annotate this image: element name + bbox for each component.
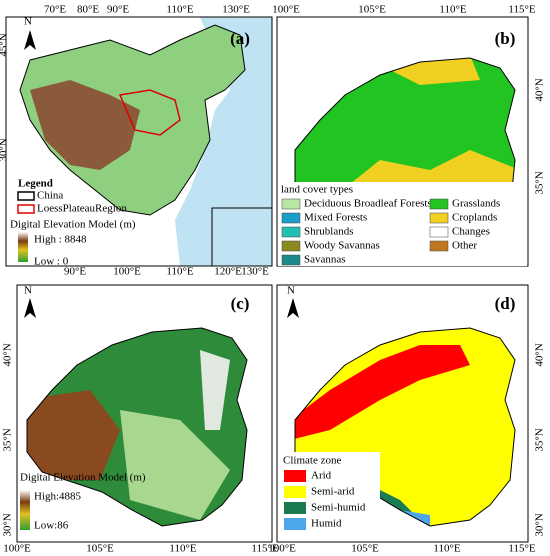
legend-swatch [429, 240, 449, 252]
legend-swatch [281, 254, 301, 266]
north-label: N [287, 285, 295, 297]
tick-label: 100°E [272, 4, 300, 16]
north-arrow [287, 298, 299, 318]
legend-label: Semi-humid [311, 502, 366, 514]
legend-swatch [429, 212, 449, 224]
tick-label: 110°E [169, 543, 196, 555]
legend-label: Arid [311, 470, 332, 482]
legend-title: Digital Elevation Model (m) [10, 219, 136, 231]
tick-label: 105°E [86, 543, 114, 555]
tick-label: 40°N [534, 343, 546, 366]
tick-label: 100°E [113, 266, 141, 278]
legend-label: Mixed Forests [304, 212, 367, 224]
legend-label: Grasslands [452, 198, 500, 210]
legend-swatch [284, 486, 306, 498]
legend-title: Climate zone [283, 455, 341, 467]
tick-label: 35°N [2, 428, 14, 451]
tick-label: 45°N [0, 33, 10, 56]
tick-label: 105°E [358, 4, 386, 16]
legend-title: land cover types [281, 184, 353, 196]
panel-label: (c) [231, 294, 250, 313]
tick-label: 80°E [77, 4, 99, 16]
tick-label: 35°N [534, 428, 546, 451]
legend-swatch [429, 198, 449, 210]
legend-label: Humid [311, 518, 342, 530]
legend-title: Legend [18, 178, 53, 190]
legend-label: Deciduous Broadleaf Forests [304, 198, 432, 210]
tick-label: 100°E [3, 543, 31, 555]
tick-label: 30°N [0, 138, 10, 161]
panel-a-map [5, 16, 273, 267]
legend-swatch [429, 226, 449, 238]
tick-label: 120°E [214, 266, 242, 278]
tick-label: 130°E [241, 266, 269, 278]
tick-label: 90°E [107, 4, 129, 16]
legend-label: China [37, 190, 63, 202]
tick-label: 110°E [439, 4, 466, 16]
legend-swatch [284, 502, 306, 514]
north-label: N [24, 285, 32, 297]
legend-swatch [17, 204, 35, 214]
legend-label: LoessPlateauRegion [37, 203, 127, 215]
legend-label: Croplands [452, 212, 497, 224]
tick-label: 40°N [534, 78, 546, 101]
tick-label: 105°E [351, 543, 379, 555]
legend-label: Shrublands [304, 226, 354, 238]
legend-label: Low:86 [34, 520, 69, 532]
legend-label: Woody Savannas [304, 240, 380, 252]
legend-label: Changes [452, 226, 490, 238]
tick-label: 110°E [433, 543, 460, 555]
legend-box [278, 182, 527, 266]
tick-label: 100°E [268, 543, 296, 555]
legend-swatch [284, 518, 306, 530]
legend-label: Other [452, 240, 477, 252]
panel-label: (b) [495, 29, 516, 48]
tick-label: 115°E [508, 543, 535, 555]
panel-c-map [16, 284, 273, 543]
tick-label: 115°E [508, 4, 535, 16]
tick-label: 40°N [2, 343, 14, 366]
legend-swatch [281, 226, 301, 238]
legend-swatch [281, 198, 301, 210]
legend-swatch [284, 470, 306, 482]
tick-label: 130°E [222, 4, 250, 16]
legend-swatch [17, 191, 35, 201]
tick-label: 110°E [166, 266, 193, 278]
dem-bar [18, 232, 28, 262]
north-label: N [24, 16, 32, 28]
tick-label: 90°E [64, 266, 86, 278]
legend-label: High : 8848 [34, 234, 87, 246]
legend-label: Low : 0 [34, 256, 69, 268]
legend-label: High:4885 [34, 491, 82, 503]
tick-label: 110°E [166, 4, 193, 16]
tick-label: 70°E [44, 4, 66, 16]
panel-label: (d) [495, 294, 516, 313]
north-arrow [24, 30, 36, 50]
legend-title: Digital Elevation Model (m) [20, 472, 146, 484]
tick-label: 35°N [534, 171, 546, 194]
panel-label: (a) [230, 29, 250, 48]
legend-swatch [281, 240, 301, 252]
tick-label: 30°N [2, 513, 14, 536]
dem-bar [20, 490, 30, 530]
legend-swatch [281, 212, 301, 224]
north-arrow [24, 298, 36, 318]
tick-label: 115°E [251, 543, 278, 555]
legend-label: Savannas [304, 254, 346, 266]
legend-label: Semi-arid [311, 486, 355, 498]
tick-label: 30°N [534, 513, 546, 536]
